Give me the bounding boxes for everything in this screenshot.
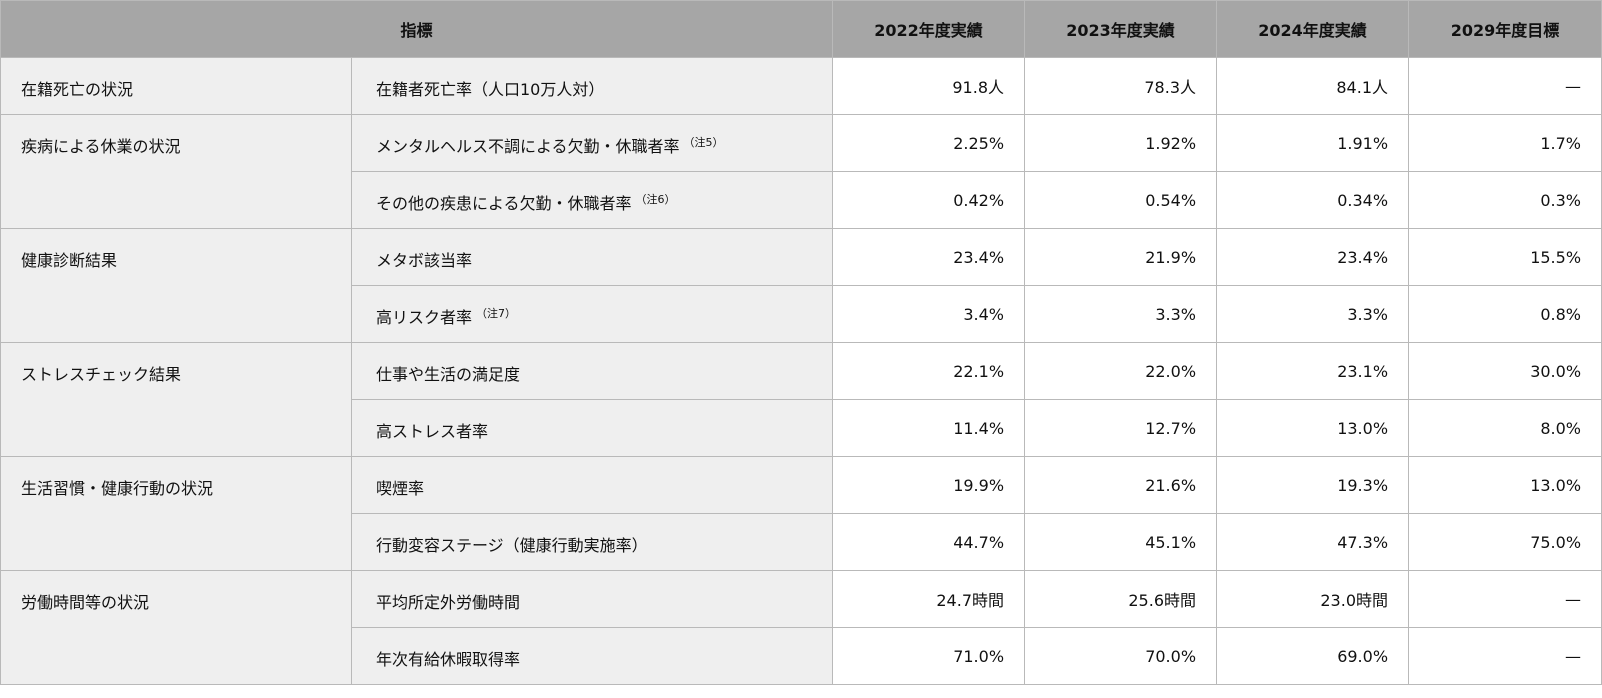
value-cell: 47.3% — [1216, 513, 1410, 571]
value-cell: 69.0% — [1216, 627, 1410, 685]
value-cell: 1.92% — [1024, 114, 1218, 172]
indicator-label: 平均所定外労働時間 — [376, 593, 521, 612]
value-cell: 23.1% — [1216, 342, 1410, 400]
header-year: 2029年度目標 — [1408, 0, 1602, 58]
value-cell: 12.7% — [1024, 399, 1218, 457]
header-row: 指標 2022年度実績 2023年度実績 2024年度実績 2029年度目標 — [0, 0, 1602, 58]
value-cell: — — [1408, 570, 1602, 628]
value-cell: 15.5% — [1408, 228, 1602, 286]
value-cell: 70.0% — [1024, 627, 1218, 685]
indicator-cell: その他の疾患による欠勤・休職者率 （注6） — [350, 171, 834, 229]
table-row: 高ストレス者率 11.4% 12.7% 13.0% 8.0% — [1, 399, 1602, 457]
table-row: ストレスチェック結果 仕事や生活の満足度 22.1% 22.0% 23.1% 30.0% — [0, 342, 1602, 457]
category-cell: 生活習慣・健康行動の状況 — [0, 456, 352, 571]
value-cell: 78.3人 — [1024, 57, 1218, 115]
value-cell: 23.0時間 — [1216, 570, 1410, 628]
header-year: 2023年度実績 — [1024, 0, 1218, 58]
value-cell: 19.3% — [1216, 456, 1410, 514]
indicator-cell: 仕事や生活の満足度 — [350, 342, 834, 400]
value-cell: 0.54% — [1024, 171, 1218, 229]
indicator-label: メタボ該当率 — [376, 251, 473, 270]
indicator-label: 年次有給休暇取得率 — [376, 650, 521, 669]
value-cell: 8.0% — [1408, 399, 1602, 457]
value-cell: 30.0% — [1408, 342, 1602, 400]
value-cell: 22.0% — [1024, 342, 1218, 400]
value-cell: 11.4% — [832, 399, 1026, 457]
value-cell: 71.0% — [832, 627, 1026, 685]
table-row: 健康診断結果 メタボ該当率 23.4% 21.9% 23.4% 15.5% — [0, 228, 1602, 343]
value-cell: 19.9% — [832, 456, 1026, 514]
category-cell: 在籍死亡の状況 — [0, 57, 352, 115]
indicator-cell: 在籍者死亡率（人口10万人対） — [350, 57, 834, 115]
category-cell: 労働時間等の状況 — [0, 570, 352, 685]
value-cell: 22.1% — [832, 342, 1026, 400]
indicator-label: 高リスク者率 — [376, 308, 473, 327]
footnote-ref: （注5） — [683, 136, 724, 149]
indicator-cell: 高ストレス者率 — [350, 399, 834, 457]
category-cell: ストレスチェック結果 — [0, 342, 352, 457]
indicator-label: 仕事や生活の満足度 — [376, 365, 521, 384]
indicator-cell: 行動変容ステージ（健康行動実施率） — [350, 513, 834, 571]
value-cell: 0.34% — [1216, 171, 1410, 229]
value-cell: — — [1408, 57, 1602, 115]
value-cell: 23.4% — [832, 228, 1026, 286]
value-cell: 21.9% — [1024, 228, 1218, 286]
table-row: 疾病による休業の状況 メンタルヘルス不調による欠勤・休職者率 （注5） 2.25% 1.… — [0, 114, 1602, 229]
value-cell: 75.0% — [1408, 513, 1602, 571]
value-cell: 3.3% — [1216, 285, 1410, 343]
header-year: 2022年度実績 — [832, 0, 1026, 58]
value-cell: 45.1% — [1024, 513, 1218, 571]
value-cell: 84.1人 — [1216, 57, 1410, 115]
value-cell: 1.7% — [1408, 114, 1602, 172]
indicator-cell: 高リスク者率 （注7） — [350, 285, 834, 343]
table-row: 生活習慣・健康行動の状況 喫煙率 19.9% 21.6% 19.3% 13.0% — [0, 456, 1602, 571]
value-cell: 0.42% — [832, 171, 1026, 229]
value-cell: 44.7% — [832, 513, 1026, 571]
footnote-ref: （注6） — [635, 193, 676, 206]
table-row: 在籍死亡の状況 在籍者死亡率（人口10万人対） 91.8人 78.3人 84.1人 — — [0, 57, 1602, 115]
header-year: 2024年度実績 — [1216, 0, 1410, 58]
value-cell: 0.8% — [1408, 285, 1602, 343]
indicator-label: その他の疾患による欠勤・休職者率 — [376, 194, 632, 213]
value-cell: 24.7時間 — [832, 570, 1026, 628]
value-cell: 3.3% — [1024, 285, 1218, 343]
value-cell: 21.6% — [1024, 456, 1218, 514]
indicator-label: 高ストレス者率 — [376, 422, 489, 441]
indicator-label: メンタルヘルス不調による欠勤・休職者率 — [376, 137, 680, 156]
category-cell: 健康診断結果 — [0, 228, 352, 343]
footnote-ref: （注7） — [476, 307, 517, 320]
category-cell: 疾病による休業の状況 — [0, 114, 352, 229]
indicator-cell: メンタルヘルス不調による欠勤・休職者率 （注5） — [350, 114, 834, 172]
table-row: 労働時間等の状況 平均所定外労働時間 24.7時間 25.6時間 23.0時間 — — [0, 570, 1602, 685]
value-cell: 0.3% — [1408, 171, 1602, 229]
value-cell: 23.4% — [1216, 228, 1410, 286]
value-cell: 13.0% — [1408, 456, 1602, 514]
indicator-cell: 年次有給休暇取得率 — [350, 627, 834, 685]
value-cell: — — [1408, 627, 1602, 685]
value-cell: 3.4% — [832, 285, 1026, 343]
value-cell: 2.25% — [832, 114, 1026, 172]
value-cell: 25.6時間 — [1024, 570, 1218, 628]
value-cell: 1.91% — [1216, 114, 1410, 172]
table-row: その他の疾患による欠勤・休職者率 （注6） 0.42% 0.54% 0.34% 0.3% — [1, 171, 1602, 229]
indicator-label: 行動変容ステージ（健康行動実施率） — [376, 536, 648, 555]
indicator-cell: 平均所定外労働時間 — [350, 570, 834, 628]
header-indicator: 指標 — [0, 0, 834, 58]
indicator-label: 在籍者死亡率（人口10万人対） — [376, 80, 605, 99]
value-cell: 13.0% — [1216, 399, 1410, 457]
value-cell: 91.8人 — [832, 57, 1026, 115]
table-row: 年次有給休暇取得率 71.0% 70.0% 69.0% — — [1, 627, 1602, 685]
indicator-cell: メタボ該当率 — [350, 228, 834, 286]
indicator-cell: 喫煙率 — [350, 456, 834, 514]
indicator-label: 喫煙率 — [376, 479, 425, 498]
